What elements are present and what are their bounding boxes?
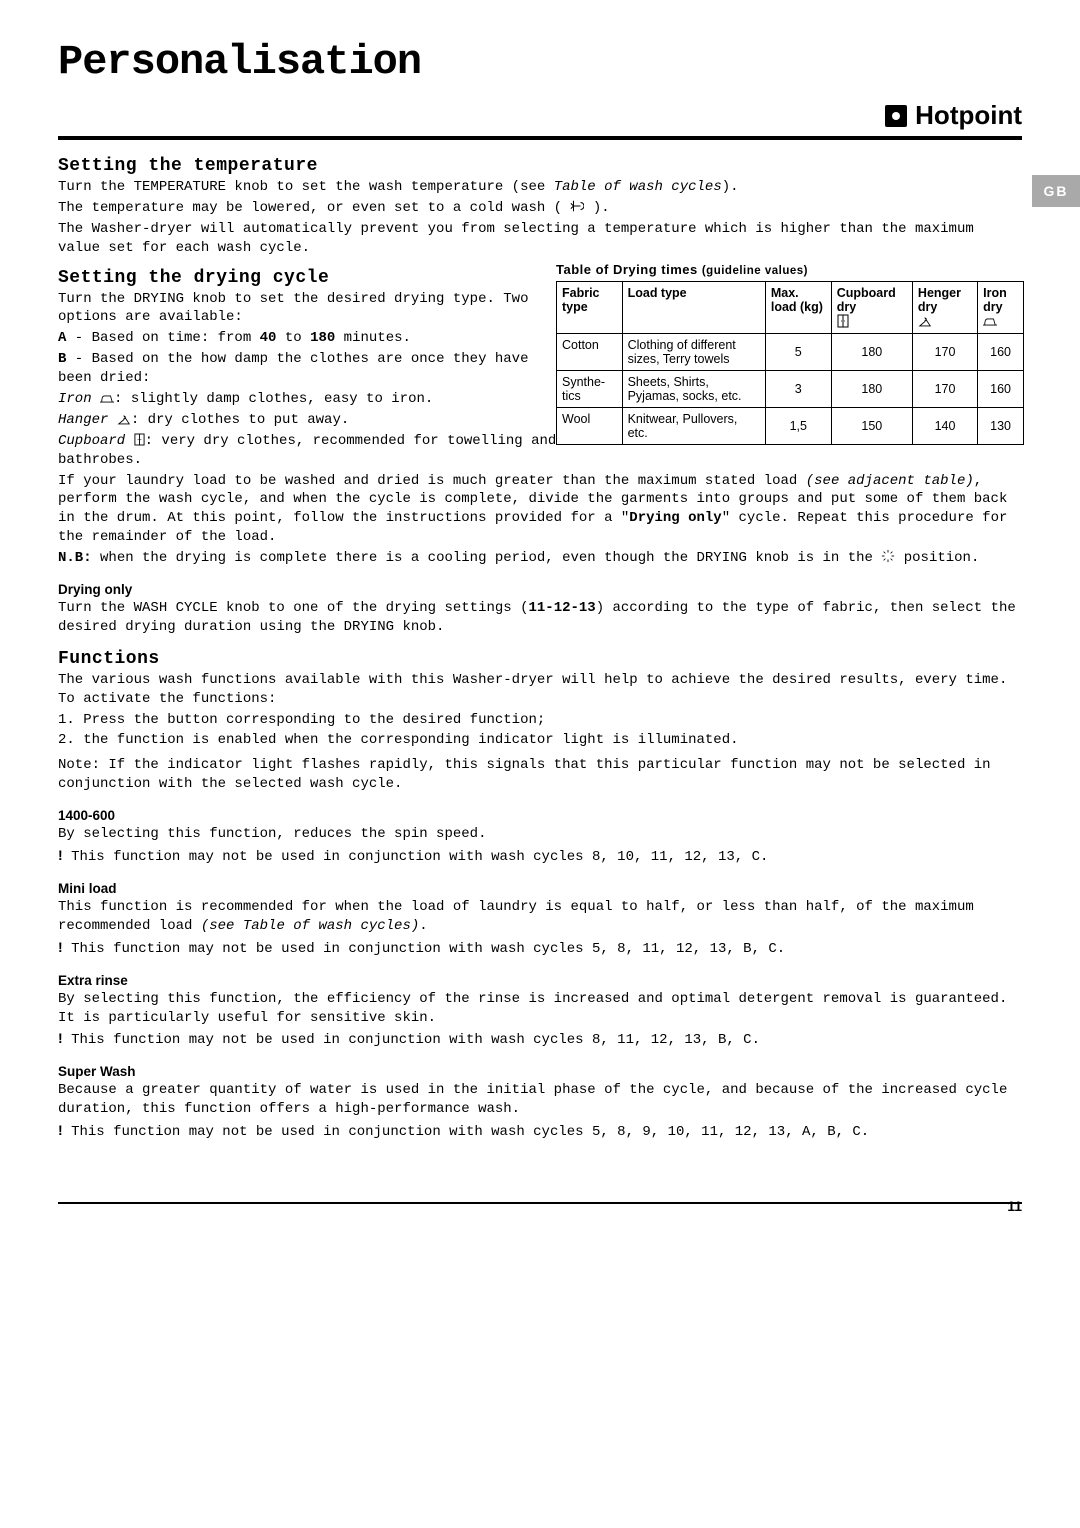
table-caption-sub: (guideline values) bbox=[702, 265, 808, 277]
table-row: Cotton Clothing of different sizes, Terr… bbox=[557, 334, 1024, 371]
table-caption: Table of Drying times (guideline values) bbox=[556, 262, 1024, 277]
cell-max: 1,5 bbox=[765, 408, 831, 445]
table-header-row: Fabric type Load type Max. load (kg) Cup… bbox=[557, 282, 1024, 334]
heading-functions: Functions bbox=[58, 649, 1022, 669]
cell-fabric: Cotton bbox=[557, 334, 623, 371]
table-caption-main: Table of Drying times bbox=[556, 262, 702, 277]
f1400-warn: ! This function may not be used in conju… bbox=[58, 846, 1022, 867]
cell-iron: 160 bbox=[978, 371, 1024, 408]
heading-mini-load: Mini load bbox=[58, 881, 1022, 896]
table-row: Wool Knitwear, Pullovers, etc. 1,5 150 1… bbox=[557, 408, 1024, 445]
language-tab: GB bbox=[1032, 175, 1080, 207]
cell-max: 5 bbox=[765, 334, 831, 371]
cell-fabric: Wool bbox=[557, 408, 623, 445]
mini-warn: ! This function may not be used in conju… bbox=[58, 938, 1022, 959]
col-load: Load type bbox=[622, 282, 765, 334]
cell-max: 3 bbox=[765, 371, 831, 408]
heading-1400-600: 1400-600 bbox=[58, 808, 1022, 823]
cell-fabric: Synthe-tics bbox=[557, 371, 623, 408]
col-iron: Iron dry bbox=[978, 282, 1024, 334]
col-fabric: Fabric type bbox=[557, 282, 623, 334]
drying-line1: Turn the DRYING knob to set the desired … bbox=[58, 290, 558, 328]
cupboard-icon bbox=[134, 433, 145, 446]
rinse-text: By selecting this function, the efficien… bbox=[58, 990, 1022, 1028]
col-hanger: Henger dry bbox=[912, 282, 977, 334]
functions-note: Note: If the indicator light flashes rap… bbox=[58, 756, 1022, 794]
rinse-warn: ! This function may not be used in conju… bbox=[58, 1029, 1022, 1050]
cell-load: Sheets, Shirts, Pyjamas, socks, etc. bbox=[622, 371, 765, 408]
cell-cupboard: 180 bbox=[831, 334, 912, 371]
cold-wash-icon bbox=[570, 199, 584, 213]
divider-bottom bbox=[58, 1202, 1022, 1204]
table-row: Synthe-tics Sheets, Shirts, Pyjamas, soc… bbox=[557, 371, 1024, 408]
temp-line2: The temperature may be lowered, or even … bbox=[58, 199, 1022, 218]
superwash-text: Because a greater quantity of water is u… bbox=[58, 1081, 1022, 1119]
iron-icon bbox=[100, 393, 114, 404]
temp-line1: Turn the TEMPERATURE knob to set the was… bbox=[58, 178, 1022, 197]
cell-cupboard: 180 bbox=[831, 371, 912, 408]
cell-load: Clothing of different sizes, Terry towel… bbox=[622, 334, 765, 371]
heading-super-wash: Super Wash bbox=[58, 1064, 1022, 1079]
cell-hanger: 170 bbox=[912, 371, 977, 408]
cell-hanger: 140 bbox=[912, 408, 977, 445]
temp-line3: The Washer-dryer will automatically prev… bbox=[58, 220, 1022, 258]
heading-extra-rinse: Extra rinse bbox=[58, 973, 1022, 988]
cell-load: Knitwear, Pullovers, etc. bbox=[622, 408, 765, 445]
brand-text: Hotpoint bbox=[915, 100, 1022, 131]
mini-text: This function is recommended for when th… bbox=[58, 898, 1022, 936]
drying-iron: Iron : slightly damp clothes, easy to ir… bbox=[58, 390, 558, 409]
drying-para2: If your laundry load to be washed and dr… bbox=[58, 472, 1022, 548]
sun-icon bbox=[881, 549, 895, 563]
drying-optA: A - Based on time: from 40 to 180 minute… bbox=[58, 329, 558, 348]
col-cupboard: Cupboard dry bbox=[831, 282, 912, 334]
cell-cupboard: 150 bbox=[831, 408, 912, 445]
heading-setting-temperature: Setting the temperature bbox=[58, 156, 1022, 176]
drying-times-table-area: Table of Drying times (guideline values)… bbox=[556, 262, 1024, 445]
drying-times-table: Fabric type Load type Max. load (kg) Cup… bbox=[556, 281, 1024, 445]
page-number: 11 bbox=[1007, 1198, 1022, 1214]
heading-drying-only: Drying only bbox=[58, 582, 1022, 597]
drying-optB: B - Based on the how damp the clothes ar… bbox=[58, 350, 558, 388]
functions-step1: 1. Press the button corresponding to the… bbox=[58, 711, 1022, 730]
cell-hanger: 170 bbox=[912, 334, 977, 371]
divider-top bbox=[58, 136, 1022, 140]
f1400-text: By selecting this function, reduces the … bbox=[58, 825, 1022, 844]
cell-iron: 160 bbox=[978, 334, 1024, 371]
brand-logo: Hotpoint bbox=[885, 100, 1022, 131]
col-max: Max. load (kg) bbox=[765, 282, 831, 334]
page-title: Personalisation bbox=[58, 38, 1022, 86]
drying-nb: N.B: when the drying is complete there i… bbox=[58, 549, 1022, 568]
brand-icon bbox=[885, 105, 907, 127]
functions-intro: The various wash functions available wit… bbox=[58, 671, 1022, 709]
cell-iron: 130 bbox=[978, 408, 1024, 445]
drying-cupboard: Cupboard : very dry clothes, recommended… bbox=[58, 432, 558, 470]
superwash-warn: ! This function may not be used in conju… bbox=[58, 1121, 1022, 1142]
drying-hanger: Hanger : dry clothes to put away. bbox=[58, 411, 558, 430]
functions-step2: 2. the function is enabled when the corr… bbox=[58, 731, 1022, 750]
hanger-icon bbox=[117, 414, 131, 425]
drying-only-text: Turn the WASH CYCLE knob to one of the d… bbox=[58, 599, 1022, 637]
